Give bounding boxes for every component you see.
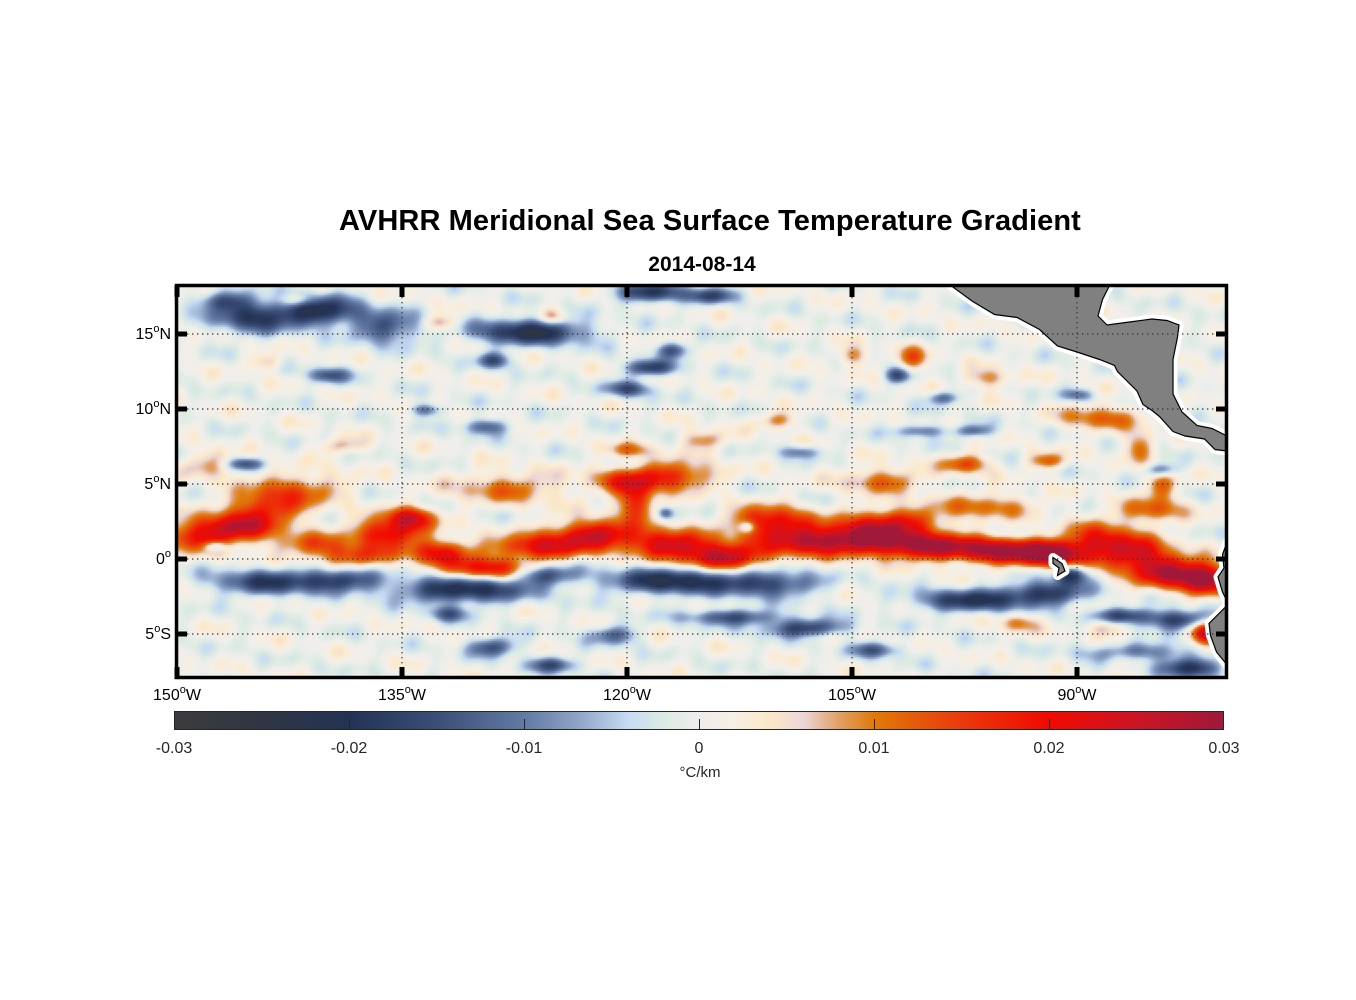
- colorbar-tick-label: 0.03: [1208, 740, 1240, 757]
- tick-number: 0: [155, 551, 165, 568]
- colorbar-tick-label: 0: [694, 740, 704, 757]
- y-tick-label: 10oN: [111, 398, 171, 419]
- colorbar-tick: [523, 719, 525, 730]
- land-central-america: [951, 287, 1226, 452]
- colorbar-label: °C/km: [679, 764, 721, 781]
- tick-number: 150: [153, 687, 180, 704]
- x-tick-label: 90oW: [1037, 684, 1117, 705]
- tick-hemisphere: W: [1081, 687, 1097, 704]
- degree-symbol: o: [164, 548, 171, 560]
- degree-symbol: o: [153, 398, 160, 410]
- degree-symbol: o: [404, 684, 411, 696]
- tick-hemisphere: S: [160, 626, 171, 643]
- degree-symbol: o: [153, 473, 160, 485]
- degree-symbol: o: [153, 323, 160, 335]
- tick-number: 105: [828, 687, 855, 704]
- tick-hemisphere: W: [185, 687, 201, 704]
- tick-hemisphere: W: [410, 687, 426, 704]
- colorbar-tick-label: 0.01: [858, 740, 890, 757]
- colorbar-tick: [348, 719, 350, 730]
- chart-title: AVHRR Meridional Sea Surface Temperature…: [339, 205, 1081, 237]
- tick-number: 120: [603, 687, 630, 704]
- tick-hemisphere: N: [159, 476, 171, 493]
- degree-symbol: o: [854, 684, 861, 696]
- degree-symbol: o: [1075, 684, 1082, 696]
- x-tick-label: 135oW: [362, 684, 442, 705]
- sst-gradient-field: [177, 287, 1226, 677]
- land-galapagos: [1052, 556, 1066, 577]
- y-tick-label: 5oN: [111, 473, 171, 494]
- y-tick-label: 0o: [111, 548, 171, 569]
- tick-number: 5: [144, 476, 154, 493]
- x-tick-label: 120oW: [587, 684, 667, 705]
- colorbar-tick: [873, 719, 875, 730]
- colorbar-tick-label: -0.03: [155, 740, 193, 757]
- tick-number: 135: [378, 687, 405, 704]
- tick-hemisphere: W: [860, 687, 876, 704]
- x-tick-label: 105oW: [812, 684, 892, 705]
- degree-symbol: o: [629, 684, 636, 696]
- colorbar-tick: [698, 719, 700, 730]
- chart-subtitle: 2014-08-14: [648, 253, 756, 276]
- tick-hemisphere: N: [159, 326, 171, 343]
- land-masses: [945, 287, 1226, 671]
- degree-symbol: o: [179, 684, 186, 696]
- graticule: [177, 287, 1226, 677]
- y-tick-label: 15oN: [111, 323, 171, 344]
- x-tick-label: 150oW: [137, 684, 217, 705]
- tick-hemisphere: N: [159, 401, 171, 418]
- axis-ticks: [174, 285, 1228, 679]
- colorbar-tick-label: -0.01: [505, 740, 543, 757]
- degree-symbol: o: [154, 623, 161, 635]
- tick-hemisphere: W: [635, 687, 651, 704]
- colorbar-tick-label: 0.02: [1033, 740, 1065, 757]
- tick-number: 90: [1057, 687, 1076, 704]
- colorbar-tick-label: -0.02: [330, 740, 368, 757]
- colorbar-tick: [1048, 719, 1050, 730]
- tick-number: 15: [135, 326, 154, 343]
- tick-number: 5: [145, 626, 155, 643]
- y-tick-label: 5oS: [111, 623, 171, 644]
- tick-number: 10: [135, 401, 154, 418]
